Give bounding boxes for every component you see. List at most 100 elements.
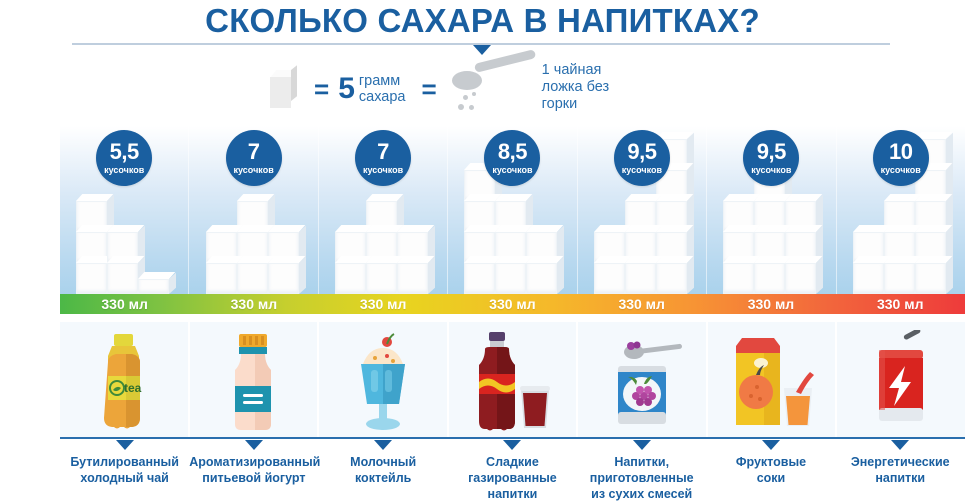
caption-2-line-2: питьевой йогурт — [202, 471, 306, 485]
energy-drink-can-icon — [845, 328, 957, 438]
legend: = 5 грамм сахара = 1 чайная ложка без го… — [270, 49, 610, 120]
caption-4-line-1: Сладкие — [486, 455, 539, 469]
badge-cubes-count-3: 7 кусочков — [355, 130, 412, 186]
caption-6-line-1: Фруктовые — [735, 455, 807, 469]
captions-row: Бутилированный холодный чай Ароматизиров… — [60, 440, 965, 501]
badge-value-6: 9,5 — [756, 139, 787, 164]
chart-column-6: 9,5 кусочков — [707, 126, 837, 294]
badge-unit-7: кусочков — [880, 165, 921, 175]
title-caret-icon — [473, 45, 491, 55]
cube-stack-4 — [448, 162, 576, 294]
caption-5-line-2: приготовленные — [589, 471, 694, 485]
badge-cubes-count-7: 10 кусочков — [872, 130, 929, 186]
drink-cell-7 — [837, 322, 965, 438]
badge-unit-4: кусочков — [492, 165, 533, 175]
legend-grams-text: грамм сахара — [359, 73, 406, 105]
cube-stack-6 — [707, 162, 835, 294]
caption-arrow-icon-1 — [115, 440, 134, 450]
legend-grams-line-2: сахара — [358, 89, 406, 105]
captions-divider — [60, 437, 965, 439]
badge-unit-2: кусочков — [233, 165, 274, 175]
chart-column-7: 10 кусочков — [837, 126, 965, 294]
badge-value-2: 7 — [247, 139, 260, 164]
caption-2: Ароматизированный питьевой йогурт — [189, 440, 321, 500]
volume-gradient-bar: 330 мл 330 мл 330 мл 330 мл 330 мл 330 м… — [60, 294, 965, 314]
caption-arrow-icon-2 — [244, 440, 263, 450]
page-title: СКОЛЬКО САХАРА В НАПИТКАХ? — [205, 2, 760, 39]
milkshake-glass-icon — [327, 330, 439, 438]
badge-cubes-count-5: 9,5 кусочков — [613, 130, 670, 186]
cube-stack-3 — [319, 162, 447, 294]
caption-4-line-2: газированные — [468, 471, 557, 485]
caption-6: Фруктовые соки — [706, 440, 835, 500]
caption-arrow-icon-5 — [632, 440, 651, 450]
badge-value-3: 7 — [377, 139, 389, 164]
drink-cell-5 — [578, 322, 708, 438]
drink-cell-3 — [319, 322, 449, 438]
sugar-cube-icon — [270, 65, 298, 108]
cube-stack-2 — [189, 162, 317, 294]
drink-cell-1: tea — [60, 322, 190, 438]
legend-grams-line-1: грамм — [358, 72, 401, 89]
caption-3-line-2: коктейль — [354, 471, 412, 485]
title-divider — [72, 43, 890, 45]
caption-arrow-icon-4 — [503, 440, 522, 450]
cola-bottle-glass-icon — [457, 330, 569, 438]
cube-stack-1 — [60, 162, 188, 294]
badge-unit-3: кусочков — [362, 165, 404, 175]
badge-cubes-count-1: 5,5 кусочков — [96, 130, 153, 186]
caption-3-line-1: Молочный — [350, 455, 417, 469]
caption-5-line-3: из сухих смесей — [591, 487, 693, 501]
legend-equals-1: = — [314, 74, 330, 104]
caption-arrow-icon-6 — [761, 440, 780, 450]
volume-label-4: 330 мл — [489, 296, 536, 312]
caption-1: Бутилированный холодный чай — [60, 440, 189, 500]
caption-5: Напитки, приготовленные из сухих смесей — [577, 440, 706, 501]
volume-label-7: 330 мл — [876, 296, 924, 312]
volume-label-2: 330 мл — [230, 296, 278, 312]
caption-1-line-1: Бутилированный — [70, 455, 179, 469]
volume-label-5: 330 мл — [618, 296, 665, 312]
legend-spoon-line-3: горки — [541, 95, 578, 112]
yogurt-bottle-icon — [197, 330, 309, 438]
badge-value-1: 5,5 — [109, 139, 140, 164]
chart-column-4: 8,5 кусочков — [448, 126, 578, 294]
legend-spoon-line-1: 1 чайная — [541, 62, 602, 78]
drink-cell-6 — [707, 322, 838, 438]
chart-column-2: 7 кусочков — [189, 126, 319, 294]
chart-columns: 5,5 кусочков 7 кусочков — [60, 126, 965, 294]
badge-cubes-count-6: 9,5 кусочков — [743, 130, 800, 186]
caption-2-line-1: Ароматизированный — [189, 455, 321, 469]
caption-3: Молочный коктейль — [319, 440, 448, 500]
caption-arrow-icon-3 — [374, 440, 393, 450]
volume-label-6: 330 мл — [747, 296, 795, 312]
legend-equals-2: = — [421, 74, 437, 104]
badge-cubes-count-2: 7 кусочков — [225, 130, 282, 186]
teaspoon-icon — [450, 49, 542, 117]
badge-unit-1: кусочков — [104, 165, 145, 175]
caption-1-line-2: холодный чай — [80, 471, 169, 485]
caption-7: Энергетические напитки — [836, 440, 965, 500]
badge-value-5: 9,5 — [627, 139, 657, 164]
drink-mix-can-spoon-icon — [586, 330, 698, 438]
tea-bottle-icon: tea — [68, 330, 180, 438]
cube-stack-5 — [578, 132, 706, 294]
legend-spoon-line-2: ложка без — [541, 78, 610, 95]
badge-unit-6: кусочков — [751, 165, 792, 175]
chart-column-3: 7 кусочков — [319, 126, 449, 294]
legend-spoon-text: 1 чайная ложка без горки — [542, 58, 610, 112]
caption-4-line-3: напитки — [487, 487, 538, 501]
caption-4: Сладкие газированные напитки — [448, 440, 577, 501]
badge-value-4: 8,5 — [497, 139, 528, 164]
chart-column-5: 9,5 кусочков — [578, 126, 708, 294]
volume-label-1: 330 мл — [101, 296, 148, 312]
badge-value-7: 10 — [888, 139, 913, 164]
drink-cell-2 — [189, 322, 320, 438]
drink-cell-4 — [448, 322, 579, 438]
drink-illustrations-row: tea — [60, 322, 965, 438]
caption-6-line-2: соки — [756, 471, 786, 485]
badge-unit-5: кусочков — [621, 165, 662, 175]
caption-arrow-icon-7 — [891, 440, 910, 450]
badge-cubes-count-4: 8,5 кусочков — [484, 130, 541, 186]
